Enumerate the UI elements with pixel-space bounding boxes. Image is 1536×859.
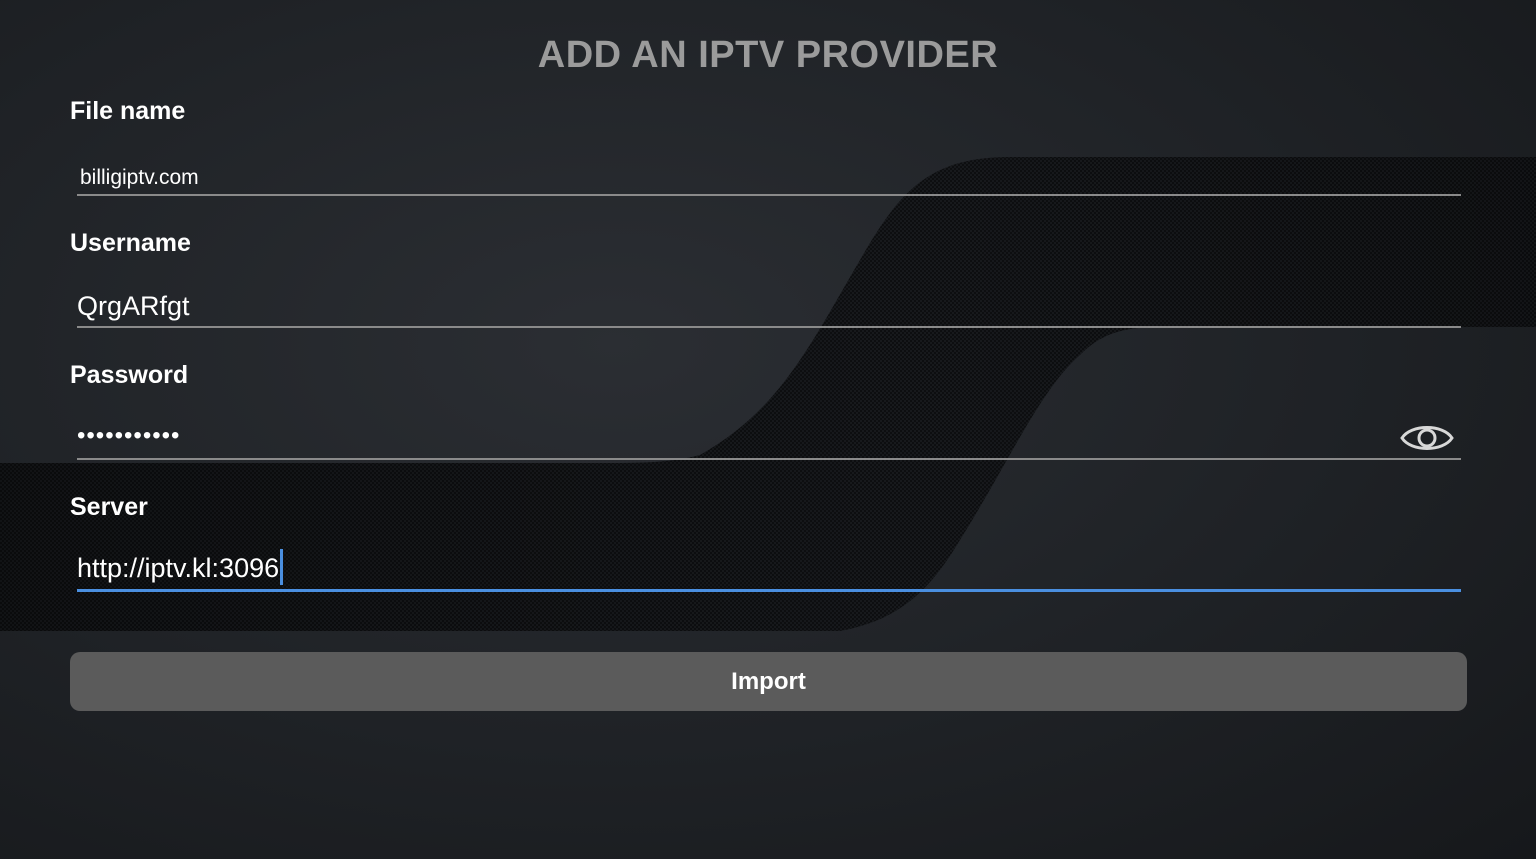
file-name-field[interactable]: billigiptv.com xyxy=(77,152,1461,196)
server-value-wrap: http://iptv.kl:3096 xyxy=(77,549,284,585)
server-field[interactable]: http://iptv.kl:3096 xyxy=(77,548,1461,592)
page-title: ADD AN IPTV PROVIDER xyxy=(537,34,999,76)
server-value: http://iptv.kl:3096 xyxy=(77,553,280,583)
password-label: Password xyxy=(70,361,189,389)
eye-icon[interactable] xyxy=(1399,418,1455,458)
username-value: QrgARfgt xyxy=(77,291,190,321)
username-label: Username xyxy=(70,229,191,257)
text-caret xyxy=(280,549,284,585)
file-name-label: File name xyxy=(70,97,186,125)
import-button[interactable]: Import xyxy=(70,652,1467,711)
username-field[interactable]: QrgARfgt xyxy=(77,284,1461,328)
password-value: ••••••••••• xyxy=(77,422,181,449)
server-label: Server xyxy=(70,493,148,521)
file-name-value: billigiptv.com xyxy=(80,166,199,189)
password-field[interactable]: ••••••••••• xyxy=(77,416,1461,460)
